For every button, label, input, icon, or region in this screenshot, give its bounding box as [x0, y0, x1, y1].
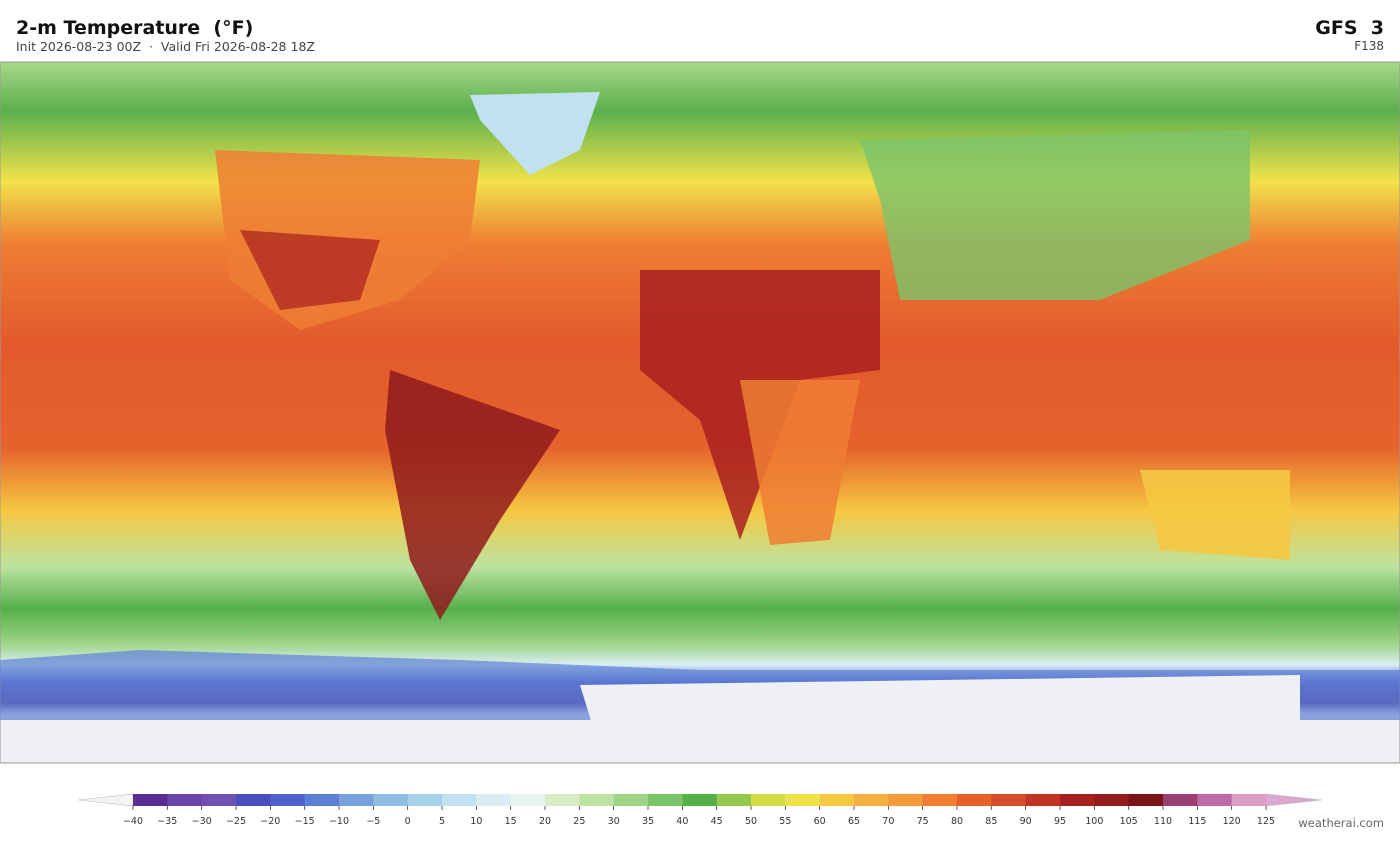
australia: [1140, 470, 1290, 560]
colorbar-tick-label: 15: [505, 816, 517, 827]
colorbar-tick-label: 75: [917, 816, 929, 827]
colorbar: −40 −35 −30 −25 −20 −15 −10 −5 0 5 10 15 20 25 30 35 40 4…: [77, 793, 1323, 827]
colorbar-bin: [510, 794, 546, 806]
colorbar-tick-label: 55: [779, 816, 791, 827]
colorbar-tick-label: 20: [539, 816, 551, 827]
colorbar-tick-label: 115: [1188, 816, 1206, 827]
colorbar-tick-label: 5: [439, 816, 445, 827]
antarctica: [580, 675, 1300, 750]
colorbar-tick-label: −40: [123, 816, 143, 827]
colorbar-bin: [339, 794, 374, 806]
colorbar-tick-label: 90: [1020, 816, 1032, 827]
colorbar-tick-label: 45: [711, 816, 723, 827]
colorbar-tick-label: 0: [405, 816, 411, 827]
colorbar-tick-label: 35: [642, 816, 654, 827]
colorbar-bin: [716, 794, 752, 806]
colorbar-bin: [236, 794, 271, 806]
colorbar-bin: [373, 794, 409, 806]
colorbar-bin: [1197, 794, 1233, 806]
colorbar-tick-label: −30: [192, 816, 212, 827]
colorbar-bin: [1128, 794, 1164, 806]
colorbar-tick-label: 60: [814, 816, 826, 827]
colorbar-bin: [648, 794, 683, 806]
colorbar-bin: [133, 794, 168, 806]
colorbar-tick-label: 40: [676, 816, 688, 827]
colorbar-bin: [270, 794, 306, 806]
colorbar-tick-label: 110: [1154, 816, 1172, 827]
colorbar-bin: [1094, 794, 1130, 806]
colorbar-tick-label: 80: [951, 816, 963, 827]
colorbar-tick-label: 85: [985, 816, 997, 827]
colorbar-tick-label: 95: [1054, 816, 1066, 827]
colorbar-tick-label: −15: [295, 816, 315, 827]
map: [0, 61, 1400, 764]
colorbar-under: [77, 793, 134, 807]
colorbar-bin: [957, 794, 992, 806]
colorbar-tick-label: 65: [848, 816, 860, 827]
model: GFS 3: [1315, 17, 1384, 39]
colorbar-tick-label: −5: [366, 816, 380, 827]
colorbar-bin: [407, 794, 443, 806]
colorbar-bin: [991, 794, 1027, 806]
colorbar-bin: [682, 794, 718, 806]
colorbar-bin: [785, 794, 821, 806]
south-america: [385, 370, 560, 620]
colorbar-tick-label: 100: [1085, 816, 1103, 827]
colorbar-bin: [167, 794, 203, 806]
colorbar-bin: [1231, 794, 1267, 806]
colorbar-bin: [854, 794, 889, 806]
colorbar-tick-label: 10: [470, 816, 482, 827]
north-america-heat: [240, 230, 380, 310]
colorbar-bin: [545, 794, 580, 806]
footer: weatherai.com: [1298, 816, 1384, 830]
southern-africa: [740, 380, 860, 545]
colorbar-tick-label: −10: [329, 816, 349, 827]
colorbar-tick-label: −20: [260, 816, 280, 827]
colorbar-tick-label: −25: [226, 816, 246, 827]
colorbar-bin: [579, 794, 615, 806]
title: 2-m Temperature (°F): [16, 17, 253, 39]
eurasia: [860, 130, 1250, 300]
colorbar-bin: [304, 794, 340, 806]
colorbar-bin: [201, 794, 237, 806]
colorbar-bin: [819, 794, 855, 806]
colorbar-bin: [1163, 794, 1198, 806]
colorbar-bin: [751, 794, 786, 806]
colorbar-bin: [476, 794, 512, 806]
colorbar-bin: [888, 794, 924, 806]
colorbar-tick-label: 70: [882, 816, 894, 827]
colorbar-bin: [442, 794, 477, 806]
colorbar-tick-label: 125: [1257, 816, 1275, 827]
colorbar-bin: [1060, 794, 1095, 806]
colorbar-tick-label: 120: [1223, 816, 1241, 827]
forecast-hour: F138: [1354, 39, 1384, 53]
colorbar-bin: [613, 794, 649, 806]
greenland: [470, 92, 600, 175]
colorbar-over: [1265, 793, 1323, 807]
colorbar-tick-label: −35: [157, 816, 177, 827]
subtitle: Init 2026-08-23 00Z · Valid Fri 2026-08-…: [16, 39, 315, 54]
colorbar-tick-label: 25: [573, 816, 585, 827]
colorbar-tick-label: 50: [745, 816, 757, 827]
colorbar-tick-label: 105: [1120, 816, 1138, 827]
colorbar-bin: [1025, 794, 1061, 806]
colorbar-bin: [922, 794, 958, 806]
colorbar-tick-label: 30: [608, 816, 620, 827]
